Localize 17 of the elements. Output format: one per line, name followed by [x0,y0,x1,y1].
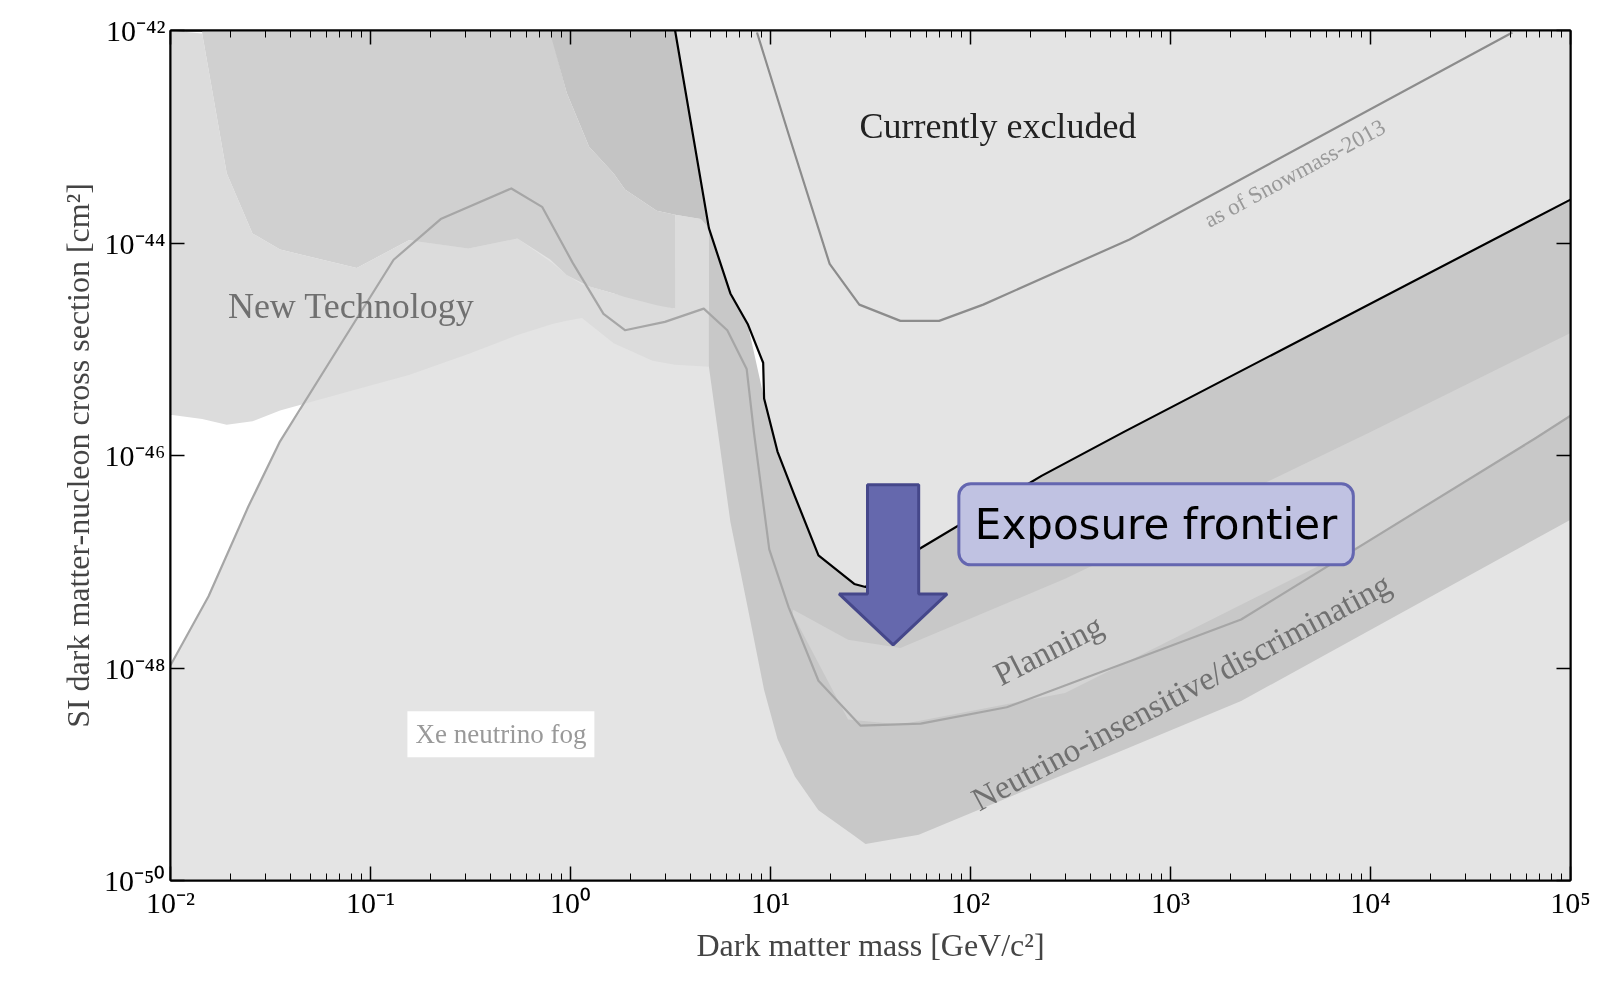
x-tick-label: 10⁵ [1550,885,1591,919]
y-tick-label: 10⁻⁴⁶ [104,439,166,472]
x-tick-label: 10⁰ [550,885,591,919]
x-tick-label: 10³ [1151,885,1190,919]
x-tick-label: 10¹ [751,885,790,919]
annotation: Exposure frontier [974,499,1339,549]
annotation: Xe neutrino fog [415,719,587,750]
x-tick-label: 10² [951,885,990,919]
annotation: New Technology [227,285,474,326]
y-tick-label: 10⁻⁴⁸ [104,651,166,685]
x-tick-label: 10⁻¹ [346,885,395,919]
y-tick-label: 10⁻⁴² [106,14,166,47]
annotation: Currently excluded [859,105,1137,146]
y-tick-label: 10⁻⁴⁴ [104,226,166,260]
x-axis-title: Dark matter mass [GeV/c²] [696,926,1045,963]
x-tick-label: 10⁴ [1350,885,1391,919]
y-axis-title: SI dark matter-nucleon cross section [cm²] [60,183,97,728]
